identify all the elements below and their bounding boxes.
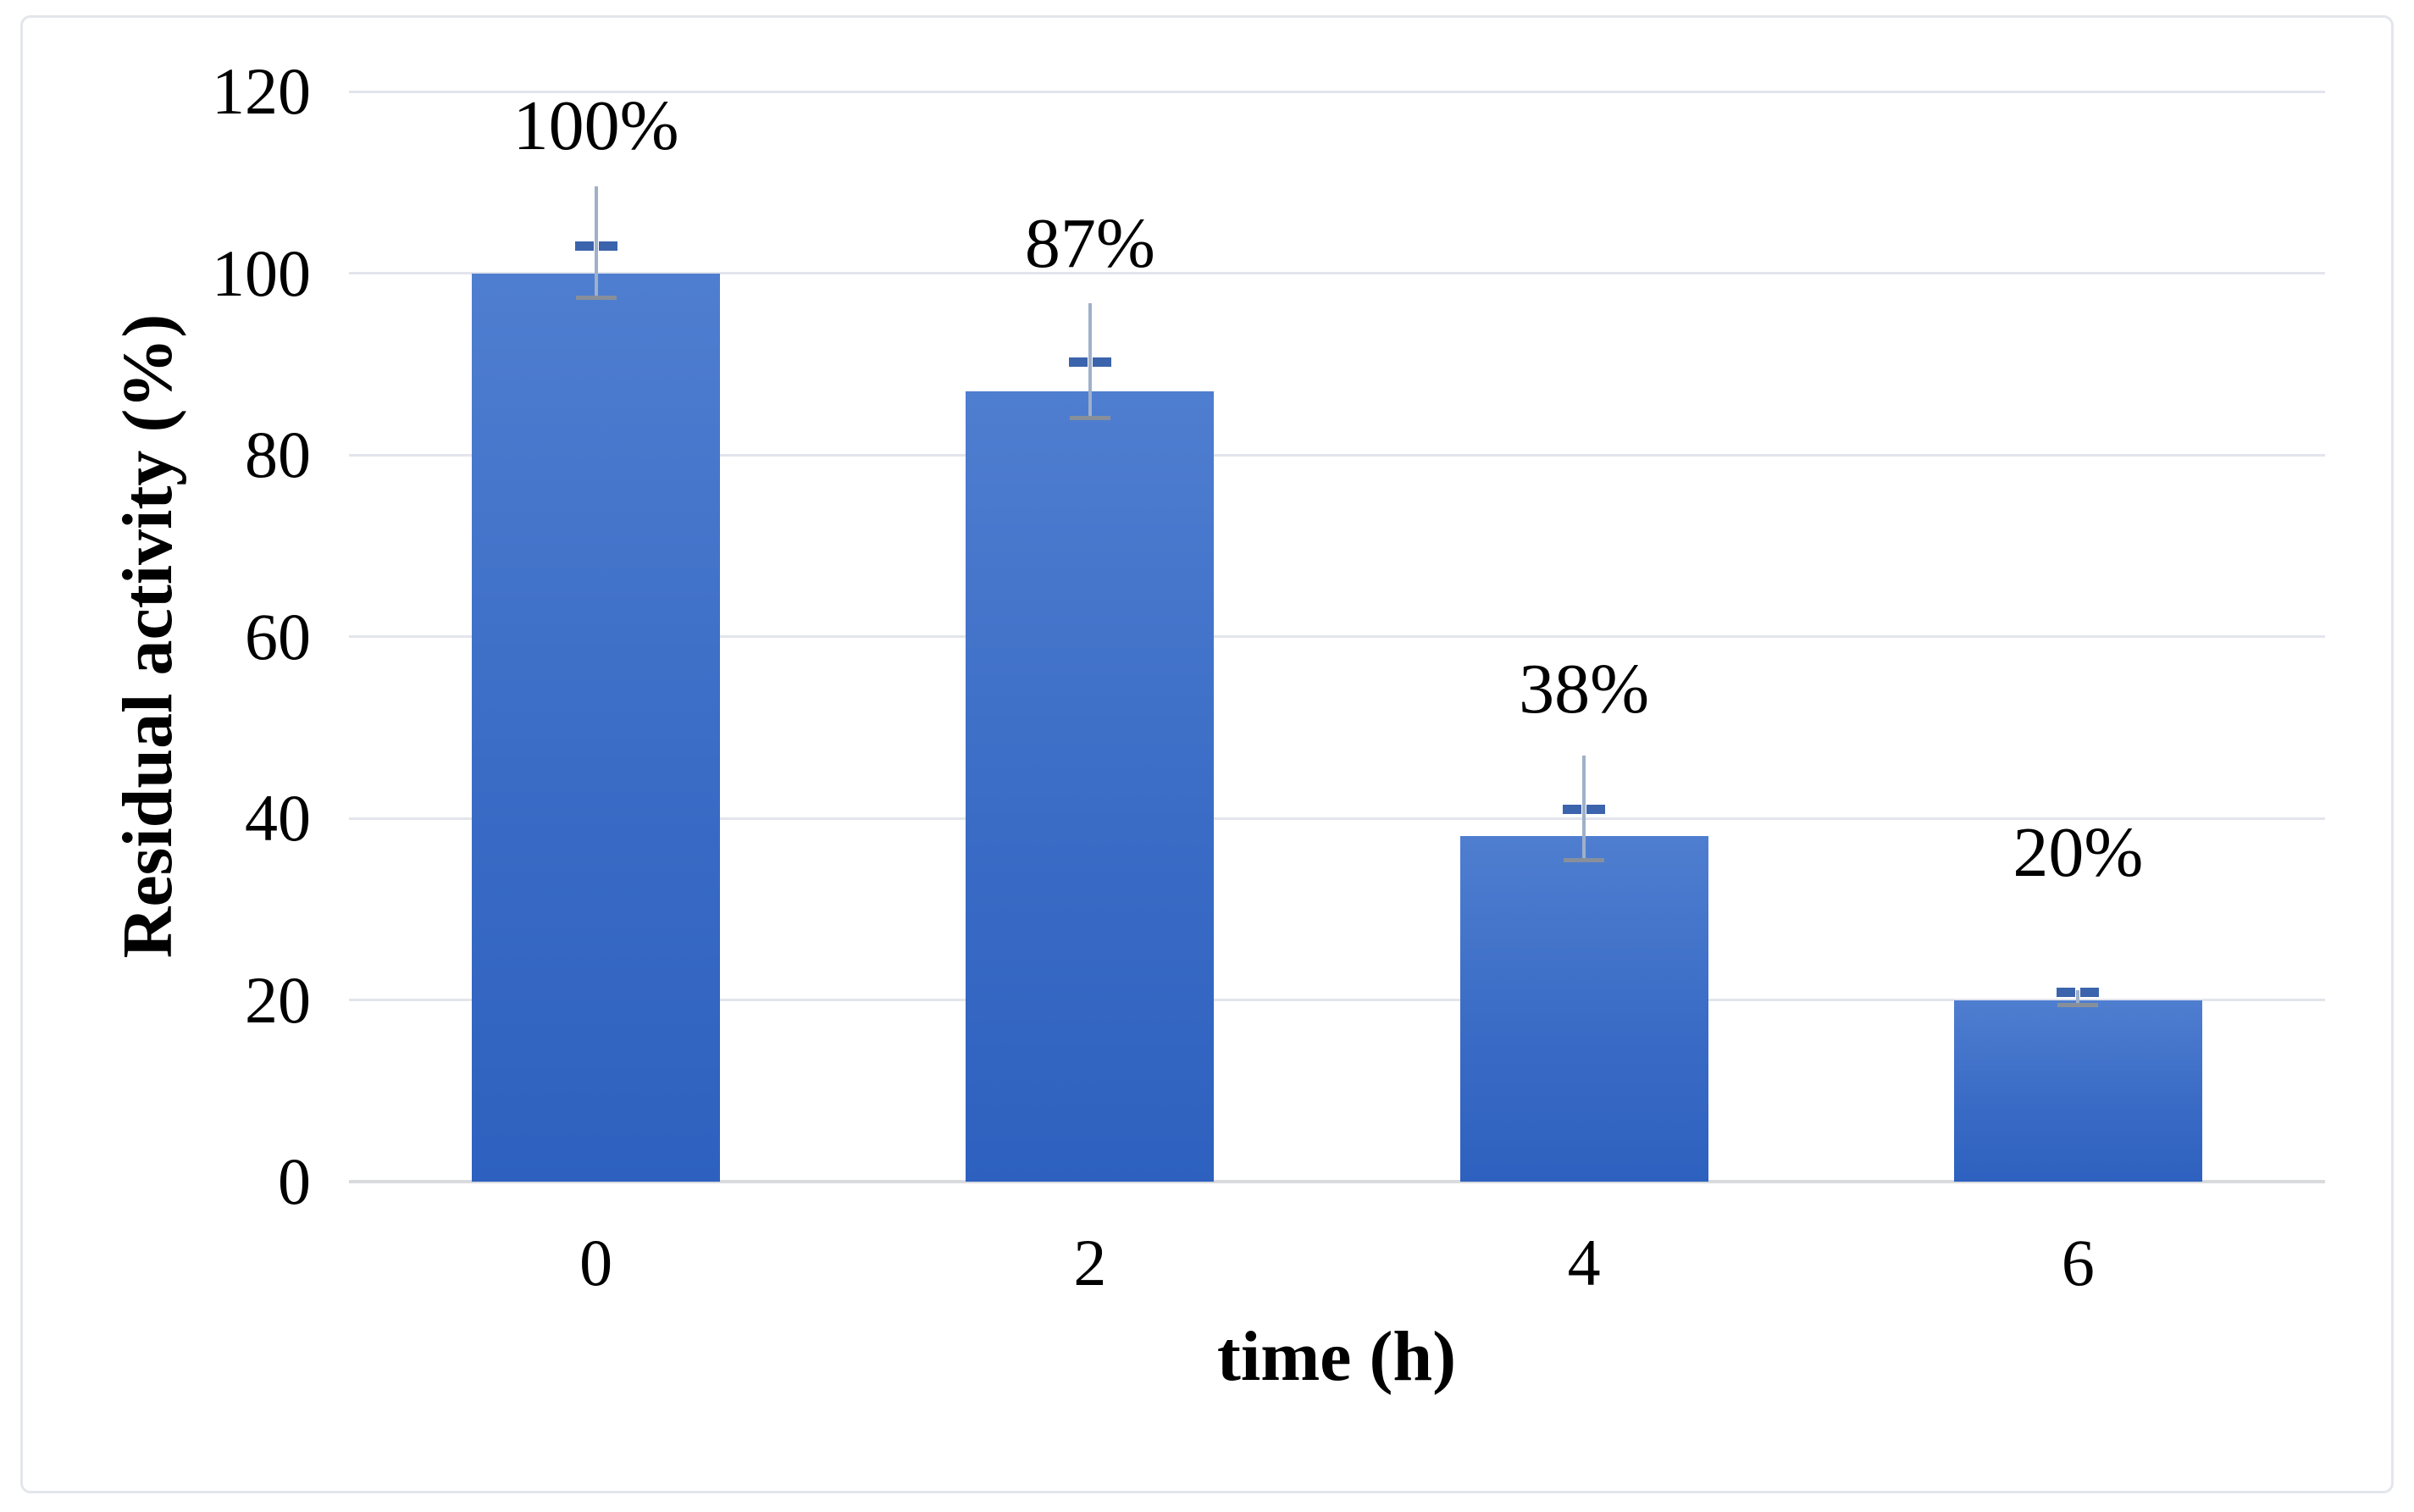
bar-value-label: 38% — [1519, 649, 1650, 728]
bar-value-label: 100% — [512, 86, 679, 165]
x-tick-label: 0 — [579, 1226, 613, 1299]
x-tick-label: 4 — [1567, 1226, 1601, 1299]
y-tick-label: 40 — [245, 781, 311, 855]
error-bar-dash-marker — [1563, 805, 1606, 815]
error-bar-cap — [1069, 416, 1110, 421]
bar — [1459, 836, 1708, 1182]
bar-value-label: 20% — [2013, 812, 2144, 892]
error-bar-dash-marker — [574, 241, 617, 252]
gridline — [349, 272, 2325, 274]
plot-area: 100% 87% 38% 20% — [349, 86, 2325, 1183]
gridline — [349, 635, 2325, 638]
gridline — [349, 90, 2325, 93]
y-tick-label: 60 — [245, 599, 311, 673]
y-tick-label: 80 — [245, 418, 311, 491]
bar — [1953, 1000, 2202, 1182]
error-bar-cap — [2057, 1002, 2099, 1007]
y-axis-title: Residual activity (%) — [108, 313, 187, 959]
y-tick-label: 100 — [212, 235, 311, 310]
gridline — [349, 453, 2325, 457]
x-axis-title: time (h) — [1216, 1317, 1457, 1396]
gridline — [349, 817, 2325, 820]
figure-border — [20, 15, 2394, 1493]
x-tick-label: 2 — [1073, 1226, 1107, 1299]
y-tick-label: 120 — [212, 54, 311, 128]
gridline — [349, 999, 2325, 1001]
error-bar-whisker — [2076, 989, 2080, 1005]
x-axis-line — [349, 1180, 2325, 1183]
bar — [472, 273, 721, 1182]
error-bar-cap — [1564, 858, 1605, 863]
y-tick-label: 0 — [278, 1144, 311, 1218]
error-bar-dash-marker — [1068, 357, 1111, 367]
error-bar-cap — [575, 296, 617, 301]
bar — [966, 390, 1215, 1182]
x-tick-label: 6 — [2061, 1226, 2095, 1299]
y-tick-label: 20 — [245, 962, 311, 1037]
error-bar-dash-marker — [2057, 987, 2100, 997]
bar-value-label: 87% — [1024, 204, 1155, 283]
